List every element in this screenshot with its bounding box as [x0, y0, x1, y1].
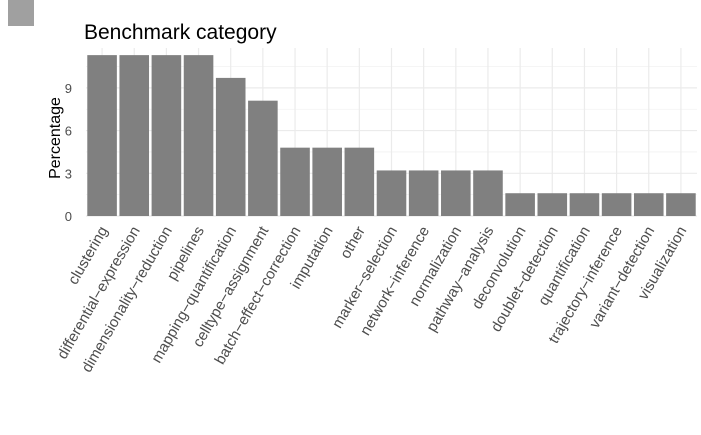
y-tick-label: 9	[65, 81, 72, 96]
y-tick-label: 6	[65, 124, 72, 139]
bar-14	[537, 193, 568, 216]
bar-16	[601, 193, 632, 216]
bar-2	[151, 55, 182, 216]
bars	[87, 55, 696, 216]
chart-title: Benchmark category	[84, 21, 277, 44]
bar-1	[119, 55, 150, 216]
y-axis-ticks: 0 3 6 9	[65, 81, 72, 224]
bar-4	[215, 77, 246, 216]
x-axis-ticks: clusteringdifferential−expressiondimensi…	[54, 223, 691, 376]
bar-12	[473, 170, 503, 216]
bar-13	[505, 193, 535, 216]
bar-6	[280, 147, 310, 216]
bar-7	[312, 147, 342, 216]
y-axis-label: Percentage	[47, 97, 64, 179]
x-tick-label: other	[337, 224, 369, 262]
bar-5	[248, 100, 278, 216]
bar-9	[376, 170, 407, 216]
bar-18	[666, 193, 696, 216]
y-tick-label: 3	[65, 166, 72, 181]
bar-15	[569, 193, 600, 216]
legend-swatch	[8, 0, 34, 26]
bar-10	[408, 170, 439, 216]
y-tick-label: 0	[65, 209, 72, 224]
bar-17	[633, 193, 664, 216]
bar-0	[87, 55, 117, 216]
bar-8	[344, 147, 375, 216]
bar-3	[183, 55, 214, 216]
bar-11	[441, 170, 471, 216]
